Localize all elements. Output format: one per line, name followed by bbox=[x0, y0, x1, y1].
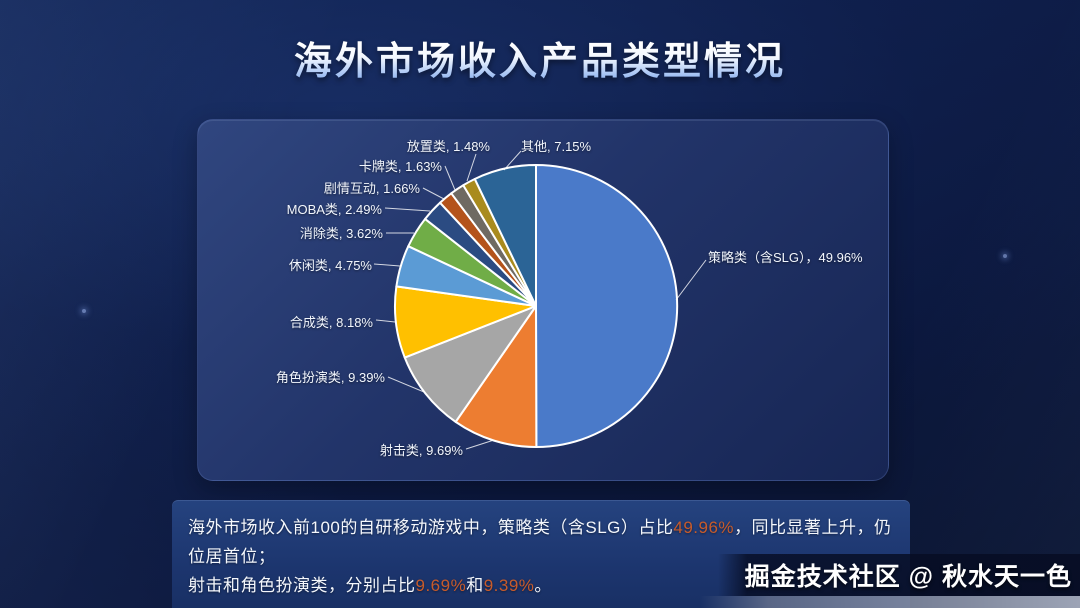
caption-segment: 和 bbox=[466, 576, 484, 595]
caption-segment: 。 bbox=[534, 576, 552, 595]
pie-label-card: 卡牌类, 1.63% bbox=[358, 159, 442, 174]
caption-segment: 海外市场收入前100的自研移动游戏中，策略类（含SLG）占比 bbox=[188, 518, 674, 537]
background-spark bbox=[82, 309, 86, 313]
caption-text: 海外市场收入前100的自研移动游戏中，策略类（含SLG）占比49.96%，同比显… bbox=[188, 513, 894, 600]
caption-highlight: 9.69% bbox=[415, 576, 467, 595]
background-spark bbox=[1003, 254, 1007, 258]
bottom-light-strip bbox=[700, 596, 1080, 608]
caption-segment: ，同比显著上升，仍位居首位； bbox=[188, 518, 892, 566]
caption-segment: 射击和角色扮演类，分别占比 bbox=[188, 576, 416, 595]
pie-label-interactive-story: 剧情互动, 1.66% bbox=[323, 181, 420, 196]
pie-label-idle: 放置类, 1.48% bbox=[406, 139, 490, 154]
page-title: 海外市场收入产品类型情况 bbox=[0, 30, 1080, 85]
pie-label-others: 其他, 7.15% bbox=[521, 139, 592, 154]
pie-label-merge: 合成类, 8.18% bbox=[289, 315, 373, 330]
caption-line: 海外市场收入前100的自研移动游戏中，策略类（含SLG）占比49.96%，同比显… bbox=[188, 513, 894, 571]
chart-panel bbox=[197, 119, 889, 481]
pie-label-rpg: 角色扮演类, 9.39% bbox=[275, 370, 385, 385]
pie-label-moba: MOBA类, 2.49% bbox=[286, 202, 382, 217]
pie-label-casual: 休闲类, 4.75% bbox=[288, 258, 372, 273]
caption-highlight: 9.39% bbox=[483, 576, 535, 595]
watermark-text: 掘金技术社区 @ 秋水天一色 bbox=[744, 563, 1072, 591]
caption-line: 射击和角色扮演类，分别占比9.69%和9.39%。 bbox=[188, 571, 894, 600]
pie-label-shooter: 射击类, 9.69% bbox=[379, 443, 463, 458]
pie-label-match3: 消除类, 3.62% bbox=[299, 226, 383, 241]
caption-highlight: 49.96% bbox=[673, 518, 735, 537]
pie-label-strategy-slg: 策略类（含SLG），49.96% bbox=[708, 250, 863, 265]
watermark-band: 掘金技术社区 @ 秋水天一色 bbox=[718, 554, 1080, 596]
